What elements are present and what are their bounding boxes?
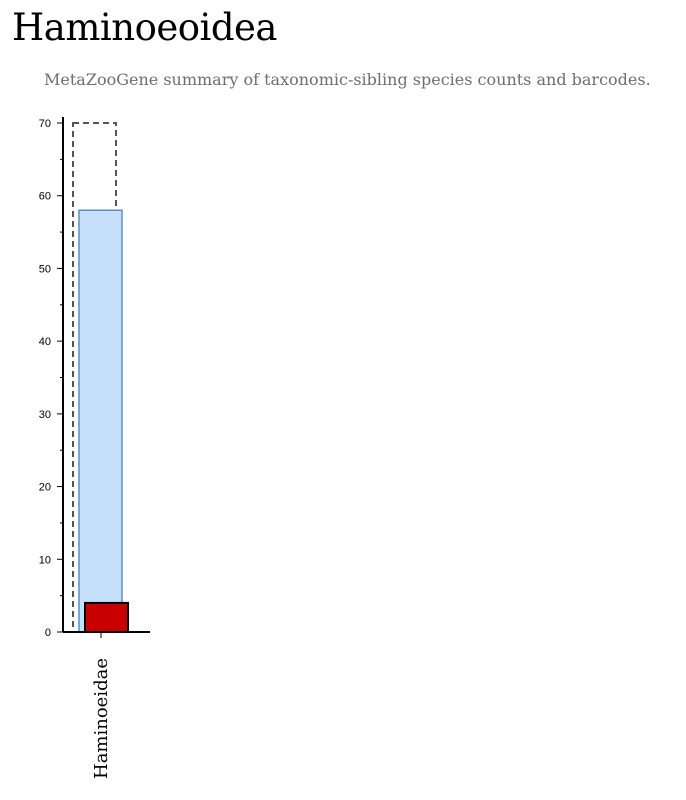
y-tick-label: 0 <box>45 627 51 639</box>
page-title: Haminoeoidea <box>12 6 278 49</box>
bar-3 <box>84 601 129 634</box>
y-axis: 0 10 20 30 40 50 60 70 <box>39 117 64 639</box>
y-tick-label: 10 <box>39 554 51 566</box>
x-axis: Haminoeidae <box>63 631 150 779</box>
page-subtitle: MetaZooGene summary of taxonomic-sibling… <box>44 70 651 89</box>
y-tick-label: 50 <box>39 263 51 275</box>
y-tick-label: 30 <box>39 409 51 421</box>
y-tick-label: 60 <box>39 191 51 203</box>
y-tick-label: 20 <box>39 482 51 494</box>
bars <box>72 122 129 634</box>
bar-2 <box>78 209 123 633</box>
y-tick-label: 70 <box>39 118 51 130</box>
y-tick-label: 40 <box>39 336 51 348</box>
x-category-label: Haminoeidae <box>91 658 112 779</box>
